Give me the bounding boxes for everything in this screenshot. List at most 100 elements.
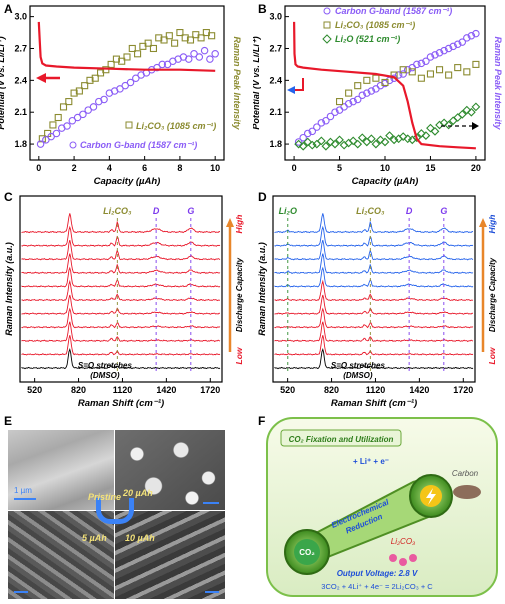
- legend-marker-diamond: [322, 34, 332, 44]
- data-point-circle: [444, 44, 453, 53]
- reagents-label: + Li⁺ + e⁻: [353, 457, 389, 466]
- chart-b: 0 5 10 15 20 1.8 2.1 2.4 2.7 3.0 Capacity (µAh) Pot…: [253, 5, 503, 187]
- spectrum-trace: [21, 335, 221, 356]
- y-tick-label: 3.0: [269, 12, 282, 22]
- arrow-line: [293, 78, 304, 91]
- x-tick-label: 5: [337, 163, 342, 173]
- data-point-circle: [36, 140, 45, 148]
- capacity-axis-label: Discharge Capacity: [488, 257, 497, 332]
- x-tick-label: 1420: [409, 385, 429, 395]
- data-point-circle: [349, 97, 357, 106]
- data-point-circle: [326, 112, 335, 121]
- data-point-circle: [42, 136, 50, 144]
- data-point-circle: [399, 70, 407, 78]
- data-point-diamond: [403, 134, 413, 144]
- diagram-f: CO₂ Fixation and Utilization CO₂ Electro…: [266, 417, 498, 597]
- spectrum-trace: [21, 348, 221, 370]
- panel-f-letter: F: [258, 414, 266, 428]
- x-tick-label: 10: [210, 163, 220, 173]
- sem-pristine: 1 µm: [8, 430, 114, 510]
- data-point-circle: [100, 95, 108, 104]
- panel-c-letter: C: [4, 190, 13, 204]
- data-point-circle: [200, 46, 209, 55]
- capacity-arrow-head: [479, 218, 487, 227]
- panel-a-letter: A: [4, 2, 13, 16]
- data-point-diamond: [389, 135, 399, 145]
- data-point-square: [59, 103, 68, 111]
- data-point-diamond: [471, 102, 481, 112]
- plot-frame: [19, 195, 223, 383]
- data-point-circle: [116, 85, 124, 93]
- data-point-diamond: [321, 141, 331, 151]
- chart-c: 520 820 1120 1420 1720 Raman Shift (cm⁻¹) Rama…: [4, 195, 244, 409]
- capacity-axis-label: Discharge Capacity: [235, 257, 244, 332]
- data-point-square: [408, 68, 416, 76]
- spectrum-trace: [21, 266, 221, 288]
- data-point-square: [81, 82, 89, 90]
- y-tick-label: 2.4: [14, 75, 27, 85]
- scale-bar: [203, 502, 219, 504]
- data-point-circle: [322, 116, 330, 125]
- spectrum-trace: [21, 253, 221, 275]
- data-point-square: [123, 53, 131, 61]
- x-axis-label: Capacity (µAh): [352, 176, 419, 187]
- data-point-square: [335, 98, 344, 106]
- data-point-circle: [463, 34, 471, 42]
- x-tick-label: 1120: [366, 385, 386, 395]
- data-point-diamond: [412, 133, 422, 143]
- spectrum-trace: [274, 253, 474, 275]
- data-point-circle: [211, 50, 219, 58]
- data-point-circle: [344, 99, 353, 108]
- data-point-circle: [394, 71, 403, 79]
- x-axis-label: Raman Shift (cm⁻¹): [78, 398, 164, 409]
- data-point-square: [435, 66, 444, 74]
- data-point-diamond: [298, 141, 308, 151]
- data-point-square: [91, 74, 99, 82]
- data-point-diamond: [462, 105, 472, 115]
- legend-marker-square: [323, 21, 331, 29]
- data-point-square: [363, 76, 371, 84]
- data-point-circle: [453, 40, 462, 48]
- legend-label: Li₂O (521 cm⁻¹): [335, 34, 400, 44]
- data-point-circle: [132, 74, 140, 82]
- arrow-head: [36, 73, 46, 83]
- data-point-square: [197, 34, 205, 42]
- note-line-2: (DMSO): [90, 371, 120, 380]
- y-axis-label: Potential (V vs. Li/Li⁺): [253, 36, 261, 129]
- chart-a: 0 2 4 6 8 10 1.8 2.1 2.4 2.7 3.0 Capacity (µAh) Pote…: [0, 5, 242, 187]
- note-line-1: S=O stretches: [331, 361, 386, 370]
- data-point-circle: [89, 103, 98, 111]
- spectrum-trace: [21, 321, 221, 343]
- data-point-diamond: [385, 131, 394, 140]
- spectrum-trace: [274, 213, 474, 234]
- capacity-high-label: High: [487, 215, 497, 234]
- data-point-diamond: [421, 131, 431, 140]
- peak-label: D: [406, 206, 413, 216]
- sem-5uah: 5 µAh: [8, 511, 114, 599]
- data-point-diamond: [326, 137, 335, 147]
- carbon-label: Carbon: [452, 469, 479, 478]
- data-point-circle: [458, 38, 467, 46]
- x-axis-label: Capacity (µAh): [94, 176, 161, 187]
- spectrum-trace: [21, 307, 221, 329]
- data-point-square: [186, 36, 195, 44]
- peak-label: D: [153, 206, 160, 216]
- data-point-circle: [73, 113, 82, 122]
- data-point-square: [144, 39, 152, 47]
- data-point-circle: [413, 60, 421, 69]
- data-point-square: [165, 32, 173, 40]
- peak-label: Li₂CO₃: [103, 206, 132, 216]
- plot-frame: [29, 5, 225, 161]
- panel-d-letter: D: [258, 190, 267, 204]
- data-point-square: [128, 44, 136, 53]
- data-point-circle: [353, 95, 362, 104]
- data-point-circle: [299, 133, 307, 142]
- legend-marker-square: [125, 121, 133, 129]
- arrow-head: [287, 86, 295, 94]
- y-tick-label: 2.4: [269, 75, 282, 85]
- potential-line: [37, 21, 216, 72]
- y-axis-label: Potential (V vs. Li/Li⁺): [0, 36, 6, 129]
- data-point-circle: [417, 59, 426, 68]
- legend-label: Li₂CO₃ (1085 cm⁻¹): [335, 20, 415, 30]
- data-point-circle: [79, 110, 87, 119]
